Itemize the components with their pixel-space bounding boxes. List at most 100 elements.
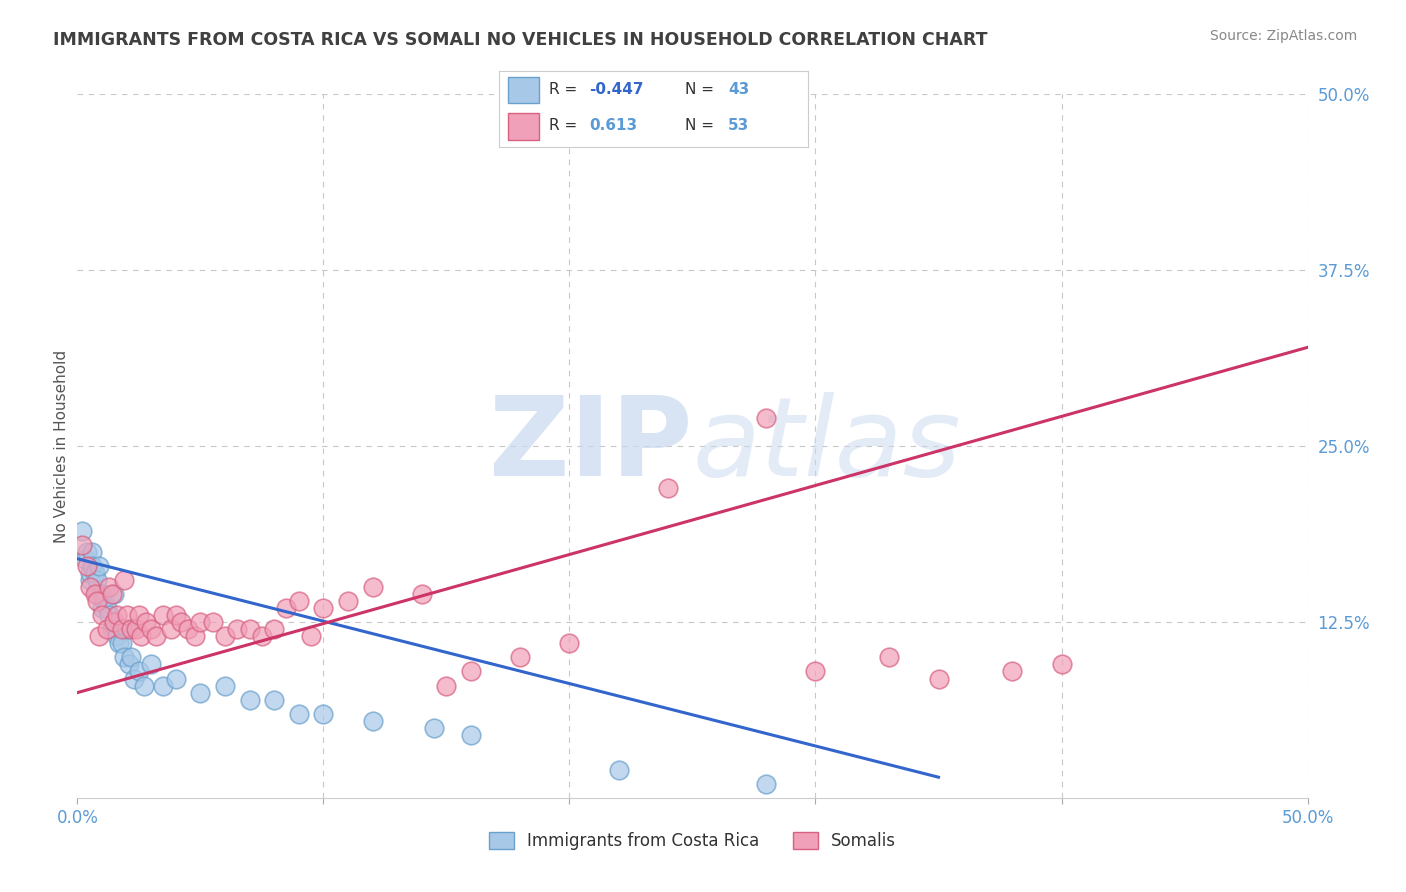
Point <box>152 608 174 623</box>
Text: N =: N = <box>685 82 718 97</box>
Point <box>128 608 150 623</box>
Point <box>111 622 132 636</box>
Point <box>239 622 262 636</box>
Y-axis label: No Vehicles in Household: No Vehicles in Household <box>53 350 69 542</box>
Point <box>82 558 104 573</box>
Point <box>90 608 114 623</box>
Point <box>112 650 135 665</box>
Point <box>755 777 778 791</box>
Point <box>79 573 101 587</box>
Point <box>121 650 143 665</box>
Text: 53: 53 <box>728 119 749 134</box>
Point <box>98 580 121 594</box>
Point <box>90 601 114 615</box>
Text: R =: R = <box>548 82 582 97</box>
Point <box>111 636 132 650</box>
Point <box>93 594 115 608</box>
Point <box>135 615 157 630</box>
Point <box>214 679 236 693</box>
Point <box>423 721 446 735</box>
Text: ZIP: ZIP <box>489 392 693 500</box>
Point <box>804 665 827 679</box>
Text: IMMIGRANTS FROM COSTA RICA VS SOMALI NO VEHICLES IN HOUSEHOLD CORRELATION CHART: IMMIGRANTS FROM COSTA RICA VS SOMALI NO … <box>53 31 988 49</box>
Point <box>86 573 108 587</box>
Point <box>312 706 335 721</box>
Point <box>79 566 101 580</box>
Point <box>79 580 101 594</box>
Point <box>70 538 93 552</box>
Point <box>607 763 630 777</box>
Point <box>112 573 135 587</box>
Point <box>73 551 96 566</box>
Point <box>121 622 143 636</box>
Point <box>141 622 163 636</box>
Text: atlas: atlas <box>693 392 962 500</box>
Point <box>128 665 150 679</box>
Point <box>108 636 131 650</box>
Point <box>70 524 93 538</box>
Point <box>90 587 114 601</box>
Point <box>115 608 138 623</box>
Point <box>101 587 124 601</box>
Point <box>436 679 458 693</box>
Point <box>105 608 128 623</box>
Point <box>411 587 433 601</box>
Text: Source: ZipAtlas.com: Source: ZipAtlas.com <box>1209 29 1357 43</box>
Text: 43: 43 <box>728 82 749 97</box>
Point <box>1050 657 1073 672</box>
Text: 0.613: 0.613 <box>589 119 637 134</box>
Bar <box>509 113 540 140</box>
Point <box>86 594 108 608</box>
Point <box>657 481 679 495</box>
Point <box>76 544 98 558</box>
Point <box>226 622 249 636</box>
Point <box>89 558 111 573</box>
Point <box>76 558 98 573</box>
Point <box>337 594 360 608</box>
Point <box>141 657 163 672</box>
Point <box>288 594 311 608</box>
Point <box>86 587 108 601</box>
Point <box>263 692 285 706</box>
Point <box>184 629 207 643</box>
Point <box>239 692 262 706</box>
Point <box>170 615 193 630</box>
Point <box>160 622 183 636</box>
Point <box>105 629 128 643</box>
Point <box>190 615 212 630</box>
Point <box>201 615 224 630</box>
Point <box>103 615 125 630</box>
Point <box>122 672 145 686</box>
Point <box>276 601 298 615</box>
Point <box>96 622 118 636</box>
Point <box>89 629 111 643</box>
Point <box>755 410 778 425</box>
Point <box>177 622 200 636</box>
Point <box>103 587 125 601</box>
Point <box>165 608 187 623</box>
Point <box>312 601 335 615</box>
Point <box>152 679 174 693</box>
Text: R =: R = <box>548 119 586 134</box>
Point <box>83 566 105 580</box>
Point <box>263 622 285 636</box>
Text: -0.447: -0.447 <box>589 82 644 97</box>
Point <box>460 665 482 679</box>
Point <box>1001 665 1024 679</box>
Point <box>190 685 212 699</box>
Point <box>82 544 104 558</box>
Point <box>83 587 105 601</box>
Point <box>214 629 236 643</box>
Point <box>558 636 581 650</box>
Point <box>103 615 125 630</box>
Point <box>132 679 155 693</box>
Point <box>125 622 148 636</box>
Point <box>299 629 322 643</box>
Point <box>509 650 531 665</box>
Point <box>98 608 121 623</box>
Point <box>131 629 153 643</box>
Bar <box>509 77 540 103</box>
Point <box>165 672 187 686</box>
Point <box>361 714 384 728</box>
Point <box>361 580 384 594</box>
